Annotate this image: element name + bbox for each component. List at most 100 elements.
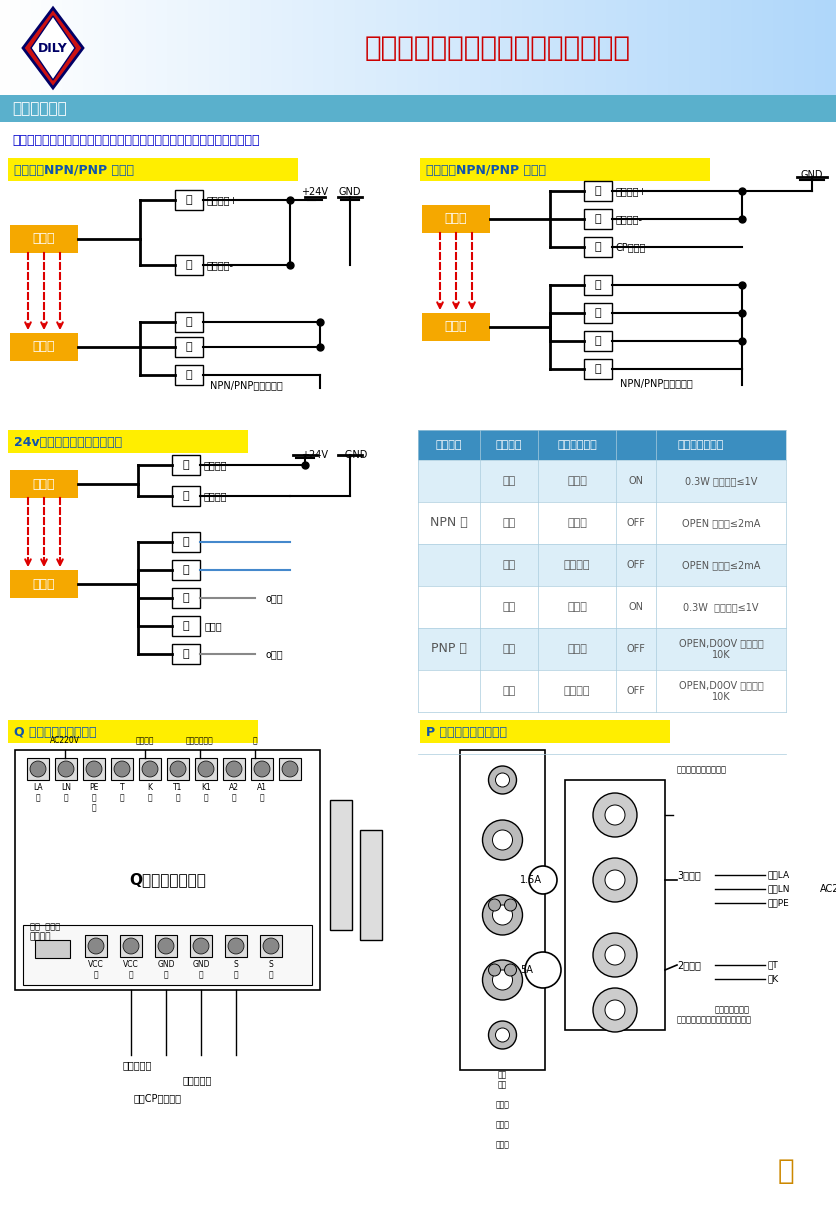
Text: 0.3W  输出电平≤1V: 0.3W 输出电平≤1V — [683, 602, 759, 612]
Circle shape — [605, 945, 625, 965]
Bar — [195, 758, 217, 780]
Text: 棕: 棕 — [183, 536, 189, 547]
Text: 白: 白 — [186, 371, 192, 380]
Bar — [172, 455, 200, 475]
Circle shape — [482, 895, 522, 935]
Text: 检测端: 检测端 — [496, 1120, 509, 1129]
Polygon shape — [31, 16, 75, 80]
Circle shape — [254, 761, 270, 777]
Bar — [584, 180, 612, 201]
Text: NPN 型: NPN 型 — [431, 517, 468, 529]
Circle shape — [605, 805, 625, 825]
Text: 发射器电缆: 发射器电缆 — [123, 1060, 152, 1071]
Text: 通光: 通光 — [502, 602, 516, 612]
Bar — [422, 312, 490, 342]
Circle shape — [488, 964, 501, 976]
Text: 棕: 棕 — [186, 317, 192, 327]
Bar — [330, 800, 352, 930]
Bar — [10, 225, 78, 253]
Bar — [360, 830, 382, 940]
Circle shape — [492, 970, 512, 991]
Circle shape — [226, 761, 242, 777]
Bar — [172, 532, 200, 552]
Text: K1
灰: K1 灰 — [201, 784, 211, 803]
Text: 蓝: 蓝 — [594, 335, 601, 346]
Text: 棕色LA: 棕色LA — [767, 871, 789, 879]
Bar — [10, 333, 78, 361]
Circle shape — [193, 939, 209, 954]
Text: 0.3W 输出电平≤1V: 0.3W 输出电平≤1V — [685, 476, 757, 486]
Bar — [55, 758, 77, 780]
Bar — [418, 670, 786, 712]
Bar — [418, 430, 786, 460]
Bar — [85, 935, 107, 957]
Bar — [0, 94, 836, 122]
Circle shape — [30, 761, 46, 777]
Circle shape — [605, 1000, 625, 1020]
Text: 急停开关: 急停开关 — [135, 736, 155, 745]
Text: 蓝: 蓝 — [183, 566, 189, 575]
Bar — [420, 721, 670, 744]
Text: DILY: DILY — [38, 41, 68, 54]
Bar — [111, 758, 133, 780]
Bar — [251, 758, 273, 780]
Circle shape — [593, 793, 637, 837]
Text: 红灯闪烁: 红灯闪烁 — [563, 685, 590, 696]
Text: 输出晶体管状态: 输出晶体管状态 — [678, 440, 724, 450]
Bar — [155, 935, 177, 957]
Text: K
灰: K 灰 — [147, 784, 152, 803]
Text: 棕: 棕 — [183, 460, 189, 470]
Text: 故障: 故障 — [502, 559, 516, 570]
Text: 电源正极+: 电源正极+ — [207, 195, 238, 205]
Text: 黄: 黄 — [183, 649, 189, 659]
Text: OPEN,D0OV 对地电阻
10K: OPEN,D0OV 对地电阻 10K — [679, 638, 763, 660]
Circle shape — [605, 869, 625, 890]
Bar — [10, 570, 78, 598]
Text: 电源正极+: 电源正极+ — [616, 186, 648, 196]
Text: 亮红灯: 亮红灯 — [567, 644, 587, 654]
Circle shape — [158, 939, 174, 954]
Bar — [0, 122, 836, 1211]
Text: 蓝: 蓝 — [186, 260, 192, 270]
Text: 发射器: 发射器 — [33, 477, 55, 490]
Bar — [35, 940, 70, 958]
Circle shape — [170, 761, 186, 777]
Bar — [8, 721, 258, 744]
Text: 测试端: 测试端 — [496, 1140, 509, 1149]
Text: 亮绿灯: 亮绿灯 — [567, 476, 587, 486]
Bar — [175, 190, 203, 210]
Text: 公共端: 公共端 — [205, 621, 222, 631]
Text: +24V: +24V — [302, 186, 329, 197]
Text: OFF: OFF — [626, 685, 645, 696]
Bar — [175, 365, 203, 385]
Text: 白: 白 — [594, 365, 601, 374]
Text: 蓝K: 蓝K — [767, 975, 778, 983]
Text: 发射器: 发射器 — [33, 233, 55, 246]
Text: Q 型内置式控制器接线: Q 型内置式控制器接线 — [14, 725, 96, 739]
Circle shape — [496, 1028, 509, 1041]
Text: o常闭: o常闭 — [265, 593, 283, 603]
Text: PNP 型: PNP 型 — [431, 643, 467, 655]
Text: 白: 白 — [183, 593, 189, 603]
Text: VCC
绿: VCC 绿 — [123, 960, 139, 980]
Text: 遮光: 遮光 — [502, 518, 516, 528]
Text: 黑: 黑 — [594, 280, 601, 289]
Text: 绿: 绿 — [183, 621, 189, 631]
Circle shape — [488, 899, 501, 911]
Circle shape — [492, 830, 512, 850]
Text: -GND: -GND — [342, 450, 368, 460]
Text: OPEN 漏电流≤2mA: OPEN 漏电流≤2mA — [682, 559, 760, 570]
Text: 蓝色CP（短接）: 蓝色CP（短接） — [134, 1094, 181, 1103]
Text: 匠心设计，精心制造，坚持品质至上: 匠心设计，精心制造，坚持品质至上 — [365, 34, 631, 62]
Text: NPN/PNP信号输出线: NPN/PNP信号输出线 — [620, 378, 693, 388]
Circle shape — [282, 761, 298, 777]
Bar — [172, 644, 200, 664]
Bar — [584, 303, 612, 323]
Text: OFF: OFF — [626, 559, 645, 570]
Text: 光幕状态: 光幕状态 — [496, 440, 522, 450]
Text: 紫色控制信号: 紫色控制信号 — [186, 736, 214, 745]
Text: 故障: 故障 — [502, 685, 516, 696]
Text: OFF: OFF — [626, 644, 645, 654]
Text: 电源负极: 电源负极 — [204, 490, 227, 501]
Text: 2芯电缆: 2芯电缆 — [677, 960, 701, 970]
